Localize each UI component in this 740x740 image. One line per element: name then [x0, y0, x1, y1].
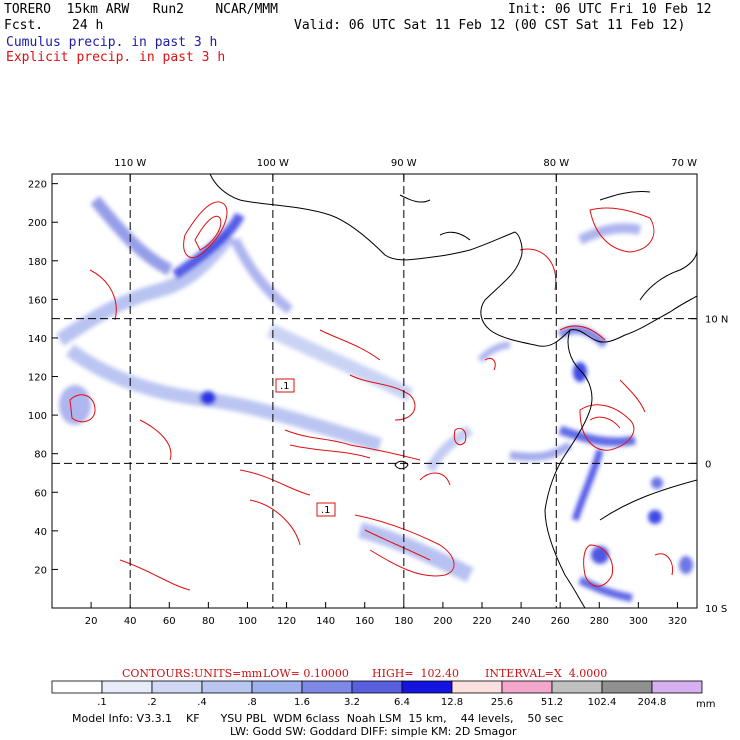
colorbar-swatch — [101, 680, 153, 694]
lat-label: 10 S — [705, 604, 727, 615]
colorbar-swatch — [551, 680, 603, 694]
plot-frame — [51, 173, 698, 609]
axis-ticks: 20 40 60 80 100 120 140 160 180 200 220 240 260 280 30… — [28, 158, 728, 627]
lon-label: 70 W — [671, 158, 697, 169]
lon-label: 110 W — [114, 158, 146, 169]
x-tick-label: 20 — [85, 616, 98, 627]
contour-label-text: .1 — [321, 505, 331, 516]
colorbar: .1 .2 .4 .8 1.6 3.2 6.4 12.8 25.6 51.2 102.4 204.8 m… — [51, 680, 715, 710]
colorbar-level: 102.4 — [588, 697, 617, 708]
colorbar-swatch — [351, 680, 403, 694]
colorbar-level: .8 — [247, 697, 257, 708]
forecast-hour: 24 h — [72, 18, 104, 33]
init-time: Init: 06 UTC Fri 10 Feb 12 — [508, 2, 712, 17]
colorbar-swatch — [251, 680, 303, 694]
colorbar-level: .4 — [197, 697, 207, 708]
lat-label: 0 — [705, 459, 711, 470]
legend-cumulus: Cumulus precip. in past 3 h — [6, 35, 218, 50]
colorbar-level: 12.8 — [441, 697, 463, 708]
y-tick-label: 20 — [34, 565, 47, 576]
contours-interval: INTERVAL=X 4.0000 — [485, 667, 608, 680]
x-tick-label: 240 — [512, 616, 531, 627]
y-tick-label: 220 — [28, 180, 47, 191]
y-tick-label: 40 — [34, 527, 47, 538]
colorbar-units: mm — [696, 699, 715, 710]
contours-high: HIGH= 102.40 — [372, 667, 460, 680]
colorbar-level: 51.2 — [541, 697, 563, 708]
x-tick-label: 40 — [124, 616, 137, 627]
lon-label: 90 W — [391, 158, 417, 169]
x-tick-label: 220 — [472, 616, 491, 627]
colorbar-level: 25.6 — [491, 697, 513, 708]
colorbar-swatch — [151, 680, 203, 694]
x-tick-label: 200 — [433, 616, 452, 627]
colorbar-level: 3.2 — [344, 697, 360, 708]
colorbar-level: 6.4 — [394, 697, 410, 708]
coastline — [209, 174, 697, 608]
y-tick-label: 60 — [34, 488, 47, 499]
x-tick-label: 320 — [668, 616, 687, 627]
contours-low: LOW= 0.10000 — [263, 667, 349, 680]
model-info: Model Info: V3.3.1 KF YSU PBL WDM 6class… — [72, 712, 564, 725]
contour-label-2: .1 — [316, 502, 336, 517]
colorbar-level: 204.8 — [638, 697, 667, 708]
explicit-contours — [69, 201, 674, 591]
x-tick-label: 120 — [277, 616, 296, 627]
contour-label-text: .1 — [280, 381, 290, 392]
model-title: TORERO 15km ARW Run2 NCAR/MMM — [4, 2, 278, 17]
precip-shading — [56, 196, 693, 602]
y-tick-label: 180 — [28, 257, 47, 268]
valid-time: Valid: 06 UTC Sat 11 Feb 12 (00 CST Sat … — [294, 18, 686, 33]
lat-label: 10 N — [705, 315, 728, 326]
grid-dashes — [52, 174, 697, 608]
x-tick-label: 300 — [629, 616, 648, 627]
y-tick-label: 160 — [28, 295, 47, 306]
colorbar-swatch — [51, 680, 103, 694]
x-tick-label: 180 — [394, 616, 413, 627]
x-tick-label: 60 — [163, 616, 176, 627]
y-tick-label: 200 — [28, 218, 47, 229]
colorbar-swatch — [451, 680, 503, 694]
physics-info: LW: Godd SW: Goddard DIFF: simple KM: 2D… — [230, 725, 517, 738]
colorbar-level: .1 — [97, 697, 107, 708]
x-tick-label: 140 — [316, 616, 335, 627]
colorbar-swatch — [601, 680, 653, 694]
y-tick-label: 100 — [28, 411, 47, 422]
contours-label: CONTOURS: — [122, 667, 195, 680]
x-tick-label: 100 — [238, 616, 257, 627]
y-tick-label: 80 — [34, 450, 47, 461]
colorbar-swatch — [401, 680, 453, 694]
colorbar-swatch — [201, 680, 253, 694]
y-tick-label: 120 — [28, 373, 47, 384]
x-tick-label: 160 — [355, 616, 374, 627]
contours-units: UNITS=mm — [194, 667, 263, 680]
x-tick-label: 260 — [551, 616, 570, 627]
x-tick-label: 280 — [590, 616, 609, 627]
legend-explicit: Explicit precip. in past 3 h — [6, 50, 226, 65]
lon-label: 100 W — [257, 158, 289, 169]
colorbar-swatch — [301, 680, 353, 694]
forecast-label: Fcst. — [4, 18, 44, 33]
colorbar-level: .2 — [147, 697, 157, 708]
y-tick-label: 140 — [28, 334, 47, 345]
x-tick-label: 80 — [202, 616, 215, 627]
contour-label-1: .1 — [275, 378, 295, 393]
colorbar-swatch — [501, 680, 553, 694]
lon-label: 80 W — [543, 158, 569, 169]
colorbar-swatch — [651, 680, 703, 694]
colorbar-level: 1.6 — [294, 697, 310, 708]
